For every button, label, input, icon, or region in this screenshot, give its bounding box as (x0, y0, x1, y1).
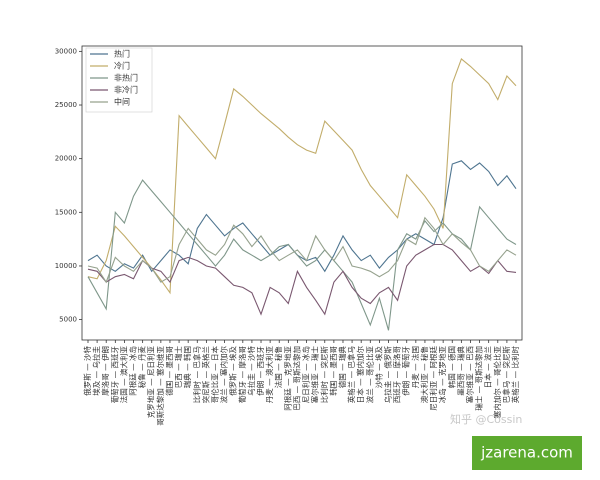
x-tick-label: 英格兰 — 比利时 (510, 346, 520, 404)
x-tick-label: 韩国 — 墨西哥 (328, 346, 338, 396)
x-tick-label: 秘鲁 — 丹麦 (137, 346, 147, 389)
series-line (87, 243, 517, 316)
series-line (87, 57, 517, 295)
x-tick-label: 丹麦 — 澳大利亚 (264, 346, 274, 404)
plot-frame (81, 45, 523, 341)
x-tick-label: 塞尔维亚 — 瑞士 (310, 346, 320, 404)
badge-text: jzarena.com (480, 444, 573, 462)
legend-label: 中间 (114, 97, 130, 107)
x-tick-label: 阿根廷 — 克罗地亚 (282, 346, 292, 411)
x-tick-label: 法国 — 澳大利亚 (118, 346, 128, 404)
x-tick-label: 英格兰 — 巴拿马 (346, 346, 356, 403)
x-tick-label: 比利时 — 巴拿马 (191, 346, 201, 403)
x-tick-label: 阿根廷 — 冰岛 (128, 346, 138, 396)
x-tick-label: 塞内加尔 — 哥伦比亚 (492, 346, 502, 419)
x-tick-label: 摩洛哥 — 伊朗 (100, 346, 110, 396)
x-tick-label: 墨西哥 — 瑞典 (455, 346, 465, 396)
x-tick-label: 西班牙 — 摩洛哥 (392, 346, 402, 404)
x-tick-label: 澳大利亚 — 秘鲁 (419, 346, 429, 403)
x-tick-label: 日本 — 塞内加尔 (355, 346, 365, 404)
x-tick-label: 尼日利亚 — 冰岛 (301, 346, 311, 403)
y-tick-label: 25000 (55, 101, 77, 109)
x-tick-label: 俄罗斯 — 沙特 (82, 346, 92, 396)
y-tick-label: 10000 (55, 262, 77, 270)
x-tick-label: 沙特 — 埃及 (373, 346, 383, 389)
x-tick-label: 克罗地亚 — 尼日利亚 (146, 346, 156, 419)
legend-box (85, 47, 153, 113)
x-tick-label: 突尼斯 — 英格兰 (200, 346, 210, 404)
legend-label: 非冷门 (114, 85, 138, 95)
x-tick-label: 哥伦比亚 — 日本 (209, 346, 219, 404)
x-tick-label: 伊朗 — 葡萄牙 (401, 346, 411, 396)
x-tick-label: 哥斯达黎加 — 塞尔维亚 (155, 346, 165, 426)
x-tick-label: 埃及 — 乌拉圭 (91, 346, 101, 396)
series-line (87, 216, 517, 284)
legend-label: 非热门 (114, 73, 138, 83)
series-line (87, 179, 517, 331)
watermark: 知乎 @Cossin (450, 412, 522, 426)
x-tick-label: 波兰 — 塞内加尔 (219, 346, 229, 404)
badge-box (472, 436, 582, 470)
x-tick-label: 塞尔维亚 — 巴西 (464, 346, 474, 404)
y-tick-label: 5000 (59, 316, 77, 324)
y-tick-label: 30000 (55, 47, 77, 55)
x-tick-label: 乌拉圭 — 沙特 (246, 346, 256, 396)
x-tick-label: 韩国 — 德国 (446, 346, 456, 388)
x-tick-label: 瑞士 — 哥斯达黎加 (474, 346, 484, 411)
x-tick-label: 尼日利亚 — 阿根廷 (428, 346, 438, 411)
legend-label: 冷门 (114, 61, 130, 71)
x-tick-label: 日本 — 波兰 (483, 346, 493, 389)
legend-label: 热门 (114, 49, 130, 59)
x-tick-label: 波兰 — 哥伦比亚 (364, 346, 374, 404)
y-tick-label: 15000 (55, 208, 77, 216)
x-tick-label: 比利时 — 突尼斯 (319, 346, 329, 404)
x-tick-label: 巴西 — 哥斯达黎加 (291, 346, 301, 411)
x-tick-label: 德国 — 墨西哥 (164, 346, 174, 396)
x-tick-label: 冰岛 — 克罗地亚 (437, 346, 447, 404)
x-tick-label: 德国 — 瑞典 (337, 346, 347, 389)
x-tick-label: 巴西 — 瑞士 (173, 346, 183, 389)
x-tick-label: 丹麦 — 法国 (410, 346, 420, 388)
x-tick-label: 伊朗 — 西班牙 (255, 346, 265, 396)
x-tick-label: 法国 — 秘鲁 (273, 346, 283, 388)
x-tick-label: 瑞典 — 韩国 (182, 346, 192, 388)
x-tick-label: 乌拉圭 — 俄罗斯 (383, 346, 393, 404)
y-tick-label: 20000 (55, 155, 77, 163)
x-tick-label: 巴拿马 — 突尼斯 (501, 346, 511, 404)
x-tick-label: 葡萄牙 — 摩洛哥 (237, 346, 247, 404)
x-tick-label: 葡萄牙 — 西班牙 (109, 346, 119, 404)
x-tick-label: 俄罗斯 — 埃及 (228, 346, 238, 396)
